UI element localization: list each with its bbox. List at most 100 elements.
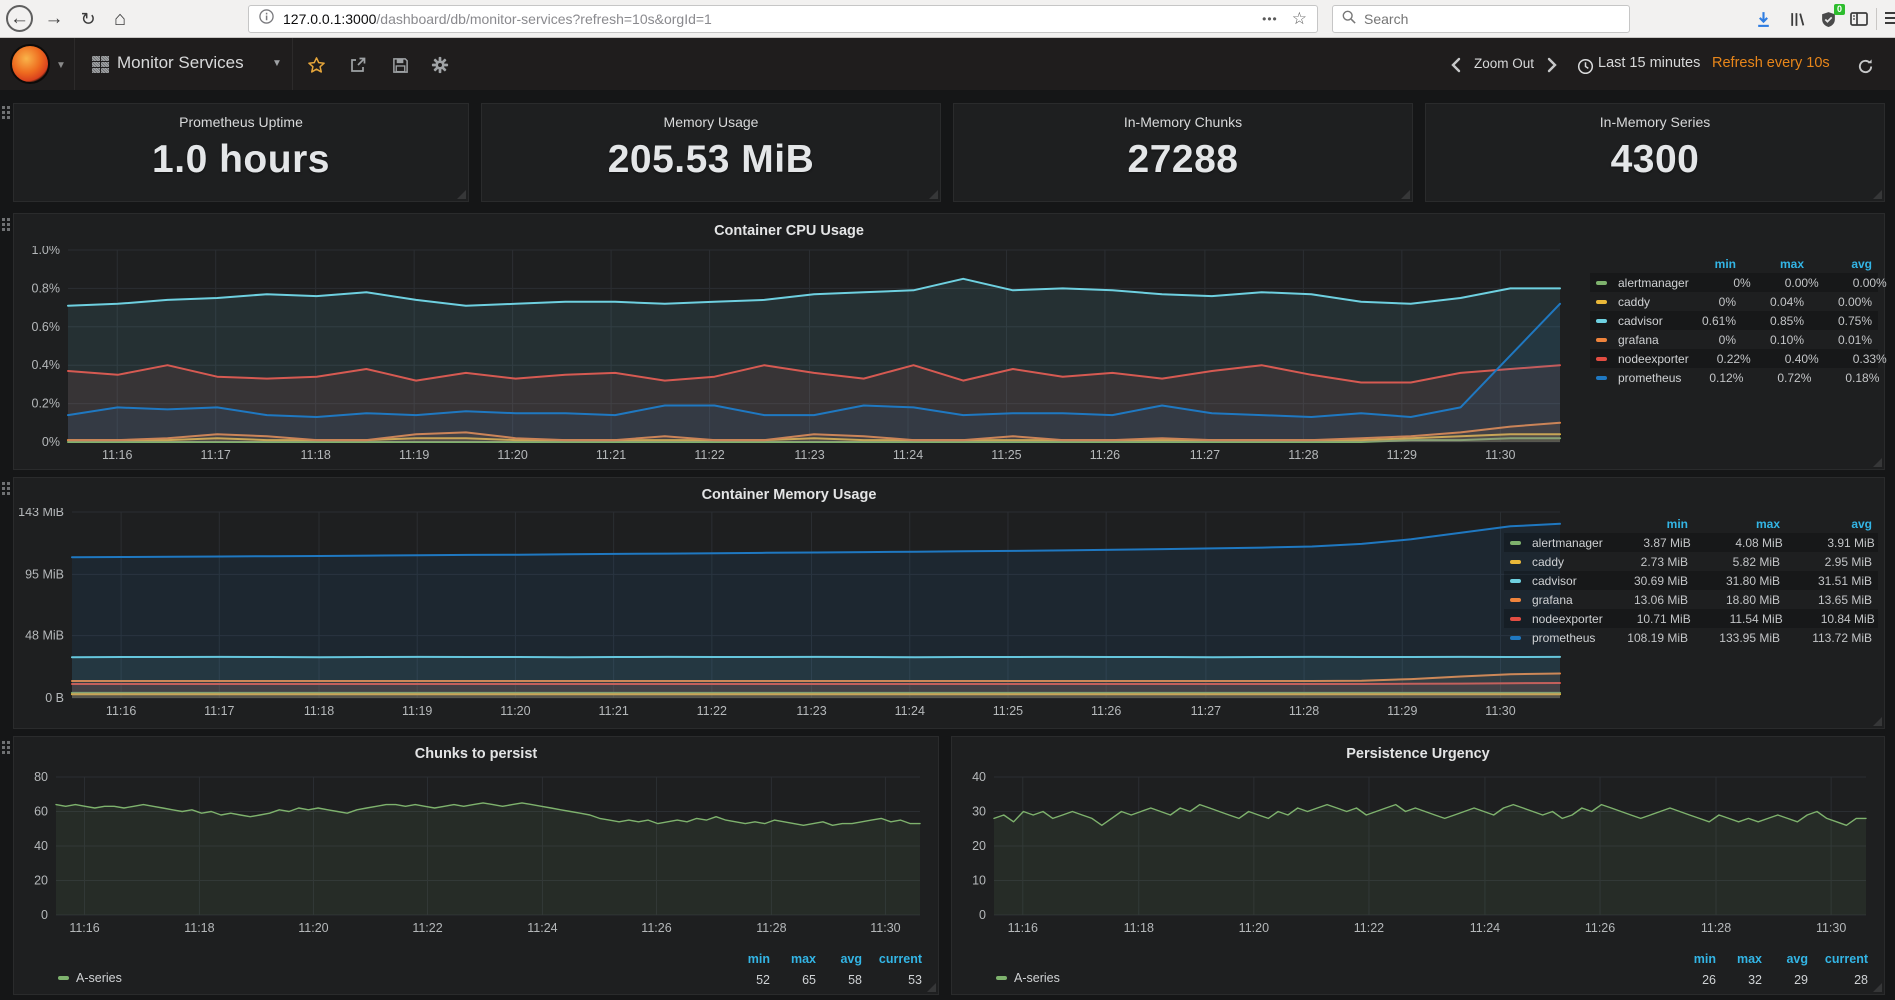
address-bar[interactable]: 127.0.0.1:3000/dashboard/db/monitor-serv… [248,5,1318,33]
grafana-logo[interactable] [10,44,50,84]
time-shift-right-icon[interactable] [1546,57,1558,78]
legend-series-name[interactable]: grafana [1532,592,1573,607]
time-range-picker[interactable]: Last 15 minutes [1598,55,1701,71]
row-drag-handle[interactable] [2,218,10,244]
legend-series-name[interactable]: grafana [1618,332,1659,347]
series-swatch [1510,559,1521,564]
x-axis-label: 11:20 [298,921,328,935]
row-drag-handle[interactable] [2,741,10,767]
y-axis-label: 0.2% [32,397,61,411]
legend-series-name[interactable]: prometheus [1618,370,1682,385]
panel-title[interactable]: In-Memory Chunks [1123,114,1243,130]
panel-resize-handle[interactable] [1401,190,1410,199]
legend-row: nodeexporter 10.71 MiB 11.54 MiB 10.84 MiB [1504,609,1878,628]
search-input[interactable] [1364,11,1594,27]
legend-series-name[interactable]: prometheus [1532,630,1596,645]
legend-series-name[interactable]: caddy [1618,294,1651,309]
series-name[interactable]: A-series [76,971,122,985]
legend-series-name[interactable]: caddy [1532,554,1565,569]
legend-value: 108.19 MiB [1627,630,1688,645]
adblock-extension-icon[interactable]: 0 [1817,4,1845,30]
save-dashboard-button[interactable] [390,55,410,75]
legend-series-name[interactable]: alertmanager [1532,535,1603,550]
panel-resize-handle[interactable] [1873,983,1882,992]
x-axis-label: 11:19 [399,448,429,462]
zoom-out-button[interactable]: Zoom Out [1474,56,1535,71]
panel-title[interactable]: Persistence Urgency [1346,746,1490,762]
series-swatch [1596,280,1607,285]
memory-usage-chart[interactable]: 0 B 48 MiB 95 MiB 143 MiB 11:16 11:17 11:18 11:… [14,508,1570,722]
sidebar-toggle-icon[interactable] [1848,8,1870,30]
legend-series-name[interactable]: cadvisor [1618,313,1663,328]
series-toggle-a-series[interactable]: A-series [996,971,1060,985]
y-axis-label: 1.0% [32,246,61,257]
dashboard-title-caret-icon[interactable]: ▼ [272,58,282,69]
stat-panel-chunks: In-Memory Chunks 27288 [953,103,1413,202]
panel-resize-handle[interactable] [1873,458,1882,467]
panel-title[interactable]: In-Memory Series [1599,114,1711,130]
legend-series-name[interactable]: nodeexporter [1532,611,1603,626]
dashboard-grid-icon [92,56,109,73]
panel-title[interactable]: Memory Usage [663,114,759,130]
panel-resize-handle[interactable] [929,190,938,199]
legend-value: 29 [1794,973,1808,987]
dashboard-title-dropdown[interactable]: Monitor Services [117,53,244,72]
menu-icon[interactable] [1885,12,1895,26]
time-shift-left-icon[interactable] [1450,57,1462,78]
panel-resize-handle[interactable] [1873,190,1882,199]
site-info-icon[interactable] [259,9,274,29]
x-axis-label: 11:18 [300,448,330,462]
dashboard-settings-button[interactable] [430,55,450,75]
panel-resize-handle[interactable] [927,983,936,992]
row-drag-handle[interactable] [2,106,10,132]
series-name[interactable]: A-series [1014,971,1060,985]
refresh-icon[interactable] [1855,56,1875,76]
panel-resize-handle[interactable] [1873,717,1882,726]
row-drag-handle[interactable] [2,482,10,508]
library-icon[interactable] [1786,8,1808,30]
cpu-usage-chart[interactable]: 0% 0.2% 0.4% 0.6% 0.8% 1.0% 11:16 11:17 11:18 11:… [14,246,1570,466]
chunks-chart[interactable]: 0 20 40 60 80 11:16 11:18 11:20 11:22 11:24 11:26 1… [14,769,938,945]
panel-resize-handle[interactable] [457,190,466,199]
panel-title[interactable]: Chunks to persist [414,746,538,762]
share-dashboard-button[interactable] [348,55,368,75]
x-axis-label: 11:30 [1816,921,1846,935]
browser-reload-button[interactable]: ↻ [80,8,96,29]
legend-series-name[interactable]: nodeexporter [1618,351,1689,366]
downloads-icon[interactable] [1752,8,1774,30]
legend-values: 26 32 29 28 [1670,973,1868,987]
legend-series-name[interactable]: alertmanager [1618,275,1689,290]
urgency-chart[interactable]: 0 10 20 30 40 11:16 11:18 11:20 11:22 11:24 11:26 1… [952,769,1884,945]
browser-search-box[interactable] [1332,5,1630,33]
series-toggle-a-series[interactable]: A-series [58,971,122,985]
legend-value: 0.04% [1769,294,1804,309]
panel-title[interactable]: Container Memory Usage [701,487,877,503]
legend-value: 31.80 MiB [1725,573,1780,588]
panel-title[interactable]: Prometheus Uptime [179,114,303,130]
refresh-interval-picker[interactable]: Refresh every 10s [1712,55,1830,71]
legend-header: min [747,952,770,966]
bookmark-star-icon[interactable]: ☆ [1291,9,1307,28]
browser-chrome: ← → ↻ ⌂ 127.0.0.1:3000/dashboard/db/moni… [0,0,1895,38]
browser-back-button[interactable]: ← [6,5,33,32]
stat-value: 1.0 hours [152,138,330,181]
page-actions-icon[interactable]: ••• [1262,12,1278,26]
y-axis-label: 0 [979,908,986,922]
legend-header: max [1736,952,1762,966]
legend-value: 53 [908,973,922,987]
panel-title[interactable]: Container CPU Usage [714,223,864,239]
browser-forward-button[interactable]: → [44,8,64,29]
series-swatch [1510,616,1521,621]
y-axis-label: 0.8% [32,281,61,295]
series-swatch [58,976,69,980]
star-dashboard-button[interactable] [306,55,326,75]
legend-value: 0.00% [1784,275,1819,290]
org-switch-caret-icon[interactable]: ▼ [56,60,66,71]
urgency-panel: Persistence Urgency 0 10 20 30 40 11:16 11:18 1… [951,736,1885,995]
browser-home-button[interactable]: ⌂ [113,7,127,30]
legend-header: current [1824,952,1868,966]
legend-series-name[interactable]: cadvisor [1532,573,1577,588]
x-axis-label: 11:20 [497,448,527,462]
x-axis-label: 11:20 [500,704,530,718]
clock-icon [1575,56,1595,76]
